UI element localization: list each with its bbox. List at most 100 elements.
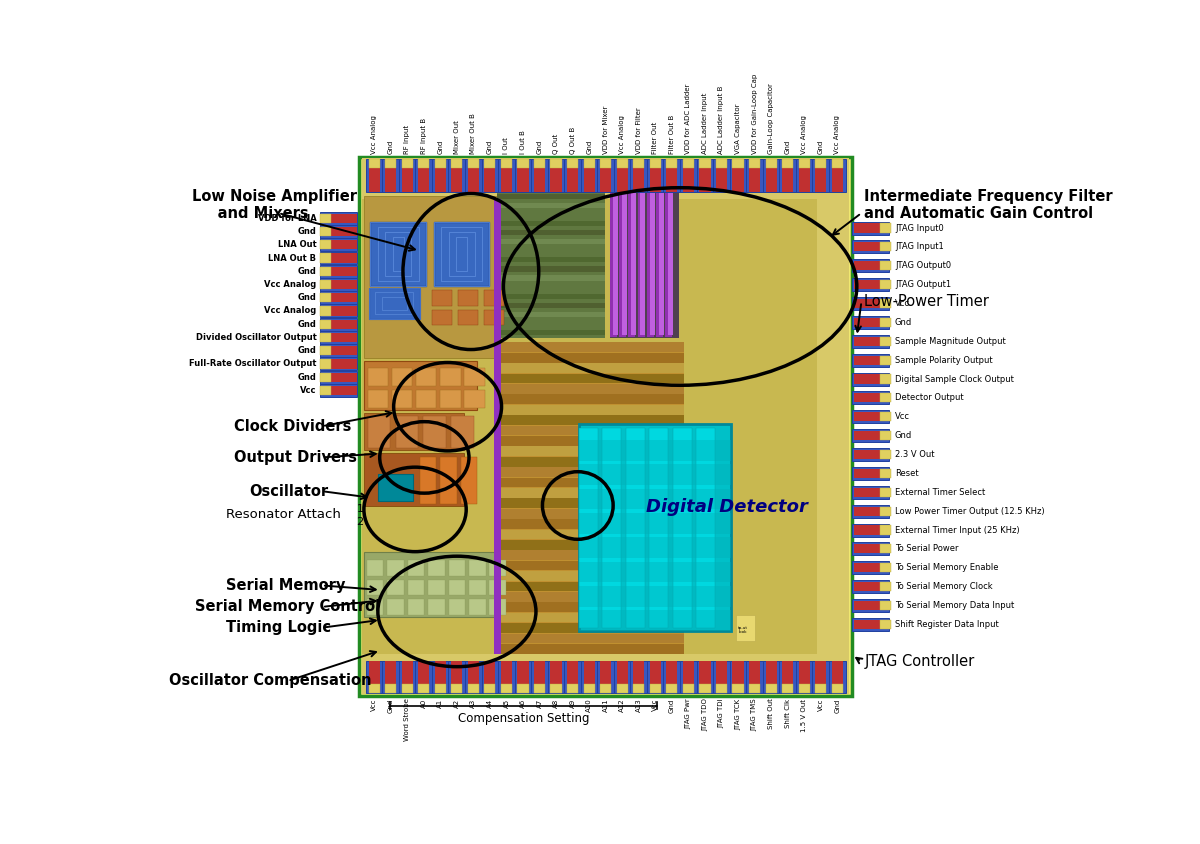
Bar xyxy=(396,416,418,448)
Bar xyxy=(432,160,449,192)
Text: Compensation Setting: Compensation Setting xyxy=(457,712,589,725)
Bar xyxy=(583,684,595,693)
Bar xyxy=(551,160,562,168)
Text: Gnd: Gnd xyxy=(298,267,317,276)
Bar xyxy=(854,544,880,554)
Bar xyxy=(880,601,892,610)
Bar xyxy=(497,185,606,190)
Bar xyxy=(391,368,413,386)
Bar xyxy=(799,168,810,192)
Bar xyxy=(466,160,481,192)
Bar xyxy=(617,168,628,192)
Bar xyxy=(497,394,684,404)
Bar xyxy=(500,661,512,684)
Bar xyxy=(880,224,892,233)
Bar xyxy=(434,661,446,684)
Bar xyxy=(497,239,606,244)
Bar xyxy=(320,384,358,397)
Bar xyxy=(388,560,404,576)
Text: RF Input: RF Input xyxy=(404,125,410,154)
Bar xyxy=(497,498,684,508)
Text: Low Noise Amplifier
     and Mixers: Low Noise Amplifier and Mixers xyxy=(192,189,356,221)
Bar xyxy=(680,160,697,192)
Bar xyxy=(852,505,889,517)
Bar xyxy=(320,317,358,331)
Bar xyxy=(534,684,545,693)
Bar xyxy=(880,544,892,554)
Bar xyxy=(763,661,780,693)
Bar xyxy=(625,428,644,628)
Text: Gnd: Gnd xyxy=(785,139,791,154)
Bar xyxy=(832,160,842,168)
Bar xyxy=(664,661,680,693)
Bar xyxy=(880,619,892,629)
Bar xyxy=(497,571,684,581)
Bar xyxy=(649,173,654,334)
Bar xyxy=(564,160,581,192)
Bar xyxy=(481,661,498,693)
Bar xyxy=(367,560,384,576)
Bar xyxy=(469,599,486,614)
Bar xyxy=(617,160,628,168)
Bar xyxy=(700,168,710,192)
Bar xyxy=(449,580,466,595)
Text: JTAG Output0: JTAG Output0 xyxy=(895,262,952,270)
Bar xyxy=(449,560,466,576)
Bar xyxy=(832,168,842,192)
Bar xyxy=(468,168,479,192)
Bar xyxy=(641,173,646,334)
Bar xyxy=(469,580,486,595)
Bar xyxy=(418,160,430,168)
Text: 2.3 V Out: 2.3 V Out xyxy=(895,450,935,459)
Bar xyxy=(398,661,415,693)
Bar xyxy=(408,580,425,595)
Bar xyxy=(665,171,672,337)
Bar xyxy=(416,368,437,386)
Bar xyxy=(547,160,564,192)
Text: A13: A13 xyxy=(636,699,642,712)
Bar xyxy=(852,221,889,235)
Bar xyxy=(497,193,606,198)
Bar xyxy=(659,173,664,334)
Bar xyxy=(362,159,850,199)
Bar xyxy=(388,599,404,614)
Bar xyxy=(497,363,684,373)
Bar xyxy=(568,661,578,684)
Bar xyxy=(320,373,331,381)
Text: Vcc: Vcc xyxy=(895,412,910,421)
Bar xyxy=(517,168,528,192)
Text: 2: 2 xyxy=(356,517,364,528)
Bar xyxy=(617,684,628,693)
Bar xyxy=(666,661,678,684)
Bar xyxy=(852,580,889,593)
Bar xyxy=(732,160,744,168)
Bar xyxy=(440,457,457,504)
Bar xyxy=(497,176,606,181)
Bar xyxy=(320,238,358,252)
Bar xyxy=(578,513,731,533)
Bar xyxy=(364,361,478,410)
Bar xyxy=(368,160,379,168)
Bar xyxy=(415,160,432,192)
Bar xyxy=(320,241,331,249)
Bar xyxy=(320,360,331,369)
Bar xyxy=(497,374,684,383)
Bar xyxy=(497,468,684,477)
Text: To Serial Power: To Serial Power xyxy=(895,544,959,554)
Bar xyxy=(732,684,744,693)
Text: Q Out: Q Out xyxy=(553,133,559,154)
Bar xyxy=(730,160,746,192)
Bar xyxy=(614,160,631,192)
Bar xyxy=(854,450,880,459)
Text: Gnd: Gnd xyxy=(834,699,840,713)
Text: Timing Logic: Timing Logic xyxy=(227,620,331,636)
Bar xyxy=(385,232,412,276)
Bar xyxy=(664,160,680,192)
Bar xyxy=(433,221,490,286)
Text: LNA Out B: LNA Out B xyxy=(269,253,317,262)
Bar xyxy=(622,173,626,334)
Bar xyxy=(428,580,445,595)
Bar xyxy=(564,661,581,693)
Text: 1: 1 xyxy=(356,505,364,514)
Bar xyxy=(484,310,504,326)
